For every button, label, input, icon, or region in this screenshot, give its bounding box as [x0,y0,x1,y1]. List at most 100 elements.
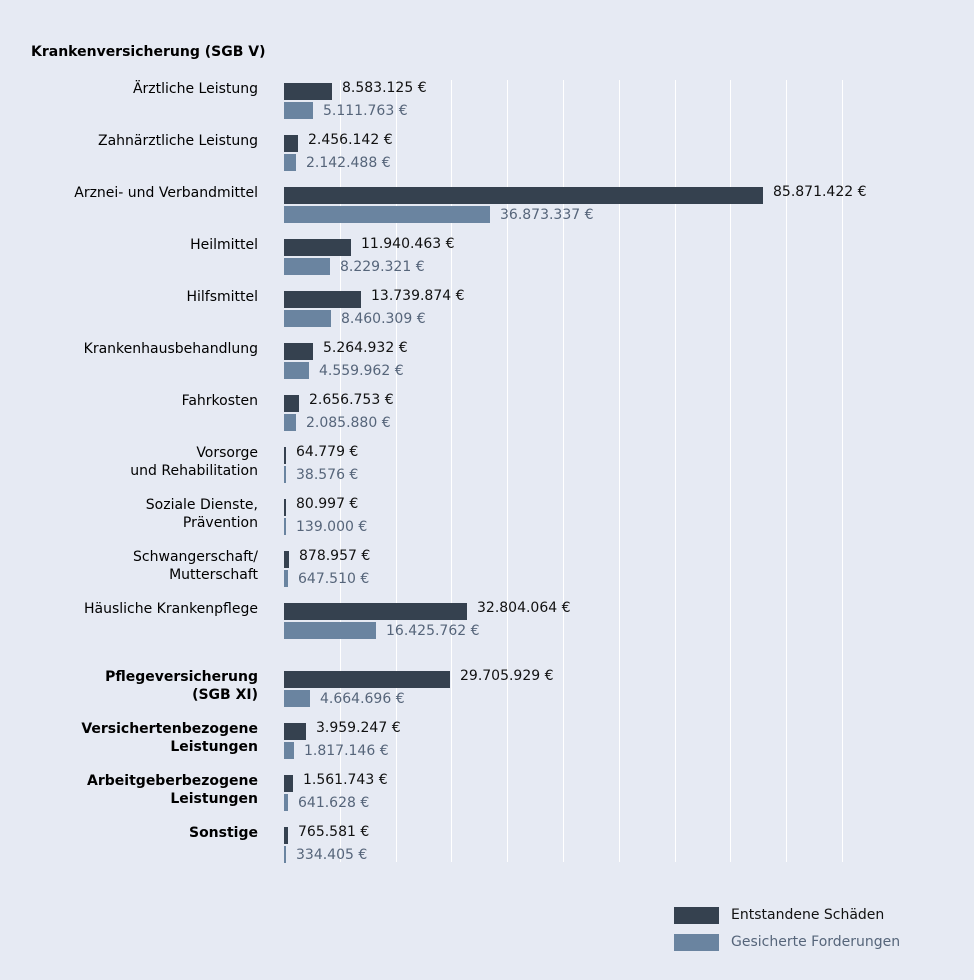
category-label: Ärztliche Leistung [8,80,258,98]
bar-entstandene-schaeden [284,239,351,256]
data-label-entstandene: 11.940.463 € [361,236,455,252]
category-label: Heilmittel [8,236,258,254]
category-label-line: Hilfsmittel [186,289,258,305]
data-label-gesicherte: 36.873.337 € [500,207,594,223]
bar-gesicherte-forderungen [284,846,286,863]
bar-entstandene-schaeden [284,603,468,620]
data-label-entstandene: 2.656.753 € [309,392,394,408]
legend-swatch-entstandene [674,907,719,924]
data-label-entstandene: 29.705.929 € [460,668,554,684]
bar-gesicherte-forderungen [284,258,330,275]
data-label-entstandene: 1.561.743 € [303,772,388,788]
category-label-line: Häusliche Krankenpflege [84,601,258,617]
bar-entstandene-schaeden [284,291,361,308]
data-label-gesicherte: 16.425.762 € [386,623,480,639]
category-label: Krankenhausbehandlung [8,340,258,358]
data-label-entstandene: 85.871.422 € [773,184,867,200]
bar-entstandene-schaeden [284,827,289,844]
data-label-gesicherte: 8.460.309 € [341,311,426,327]
category-label: Arznei- und Verbandmittel [8,184,258,202]
bar-gesicherte-forderungen [284,570,288,587]
category-label-line: (SGB XI) [192,687,258,703]
bar-gesicherte-forderungen [284,362,310,379]
gridline [340,80,341,862]
gridline [507,80,508,862]
bar-gesicherte-forderungen [284,466,286,483]
bar-entstandene-schaeden [284,135,298,152]
data-label-entstandene: 5.264.932 € [323,340,408,356]
category-label: Sonstige [8,824,258,842]
category-label: Pflegeversicherung (SGB XI) [8,668,258,704]
data-label-gesicherte: 38.576 € [296,467,359,483]
chart-title: Krankenversicherung (SGB V) [31,44,266,60]
bar-gesicherte-forderungen [284,206,490,223]
bar-gesicherte-forderungen [284,414,296,431]
category-label: Fahrkosten [8,392,258,410]
bar-gesicherte-forderungen [284,622,376,639]
data-label-gesicherte: 5.111.763 € [323,103,408,119]
data-label-entstandene: 13.739.874 € [371,288,465,304]
category-label-line: Soziale Dienste, [145,497,258,513]
category-label: Soziale Dienste, Prävention [8,496,258,532]
gridline [396,80,397,862]
legend-label-entstandene: Entstandene Schäden [731,907,885,923]
category-label: Schwangerschaft/Mutterschaft [8,548,258,584]
gridline [451,80,452,862]
legend-label-gesicherte: Gesicherte Forderungen [731,934,901,950]
gridline [563,80,564,862]
gridline [842,80,843,862]
category-label-line: Leistungen [170,791,258,807]
category-label-line: Pflegeversicherung [105,669,258,685]
category-label-line: Arbeitgeberbezogene [87,773,258,789]
data-label-gesicherte: 1.817.146 € [304,743,389,759]
bar-entstandene-schaeden [284,499,286,516]
bar-gesicherte-forderungen [284,794,288,811]
bar-gesicherte-forderungen [284,690,311,707]
category-label-line: Arznei- und Verbandmittel [74,185,258,201]
bar-entstandene-schaeden [284,343,314,360]
data-label-gesicherte: 2.142.488 € [306,155,391,171]
data-label-entstandene: 2.456.142 € [308,132,393,148]
category-label-line: Heilmittel [190,237,258,253]
category-label-line: Ärztliche Leistung [132,81,258,97]
data-label-gesicherte: 139.000 € [296,519,368,535]
bar-entstandene-schaeden [284,447,286,464]
category-label-line: Schwangerschaft/ [133,549,258,565]
data-label-entstandene: 765.581 € [298,824,370,840]
data-label-entstandene: 878.957 € [299,548,371,564]
bar-entstandene-schaeden [284,723,307,740]
data-label-gesicherte: 4.664.696 € [320,691,405,707]
data-label-entstandene: 32.804.064 € [477,600,571,616]
bar-gesicherte-forderungen [284,742,295,759]
bar-gesicherte-forderungen [284,154,296,171]
bar-gesicherte-forderungen [284,518,286,535]
category-label: Arbeitgeberbezogene Leistungen [8,772,258,808]
data-label-gesicherte: 8.229.321 € [340,259,425,275]
category-label: Häusliche Krankenpflege [8,600,258,618]
category-label-line: Fahrkosten [181,393,258,409]
category-label-line: Vorsorge [196,445,258,461]
bar-entstandene-schaeden [284,775,293,792]
category-label-line: Versichertenbezogene [81,721,258,737]
category-label-line: Sonstige [188,825,258,841]
category-label-line: Zahnärztliche Leistung [98,133,258,149]
bar-entstandene-schaeden [284,551,289,568]
category-label-line: Leistungen [170,739,258,755]
data-label-gesicherte: 334.405 € [296,847,368,863]
category-label-line: Krankenhausbehandlung [83,341,258,357]
gridline [730,80,731,862]
category-label: Zahnärztliche Leistung [8,132,258,150]
bar-gesicherte-forderungen [284,310,332,327]
gridline [675,80,676,862]
gridline [619,80,620,862]
category-label-line: Mutterschaft [169,567,258,583]
category-label-line: und Rehabilitation [130,463,258,479]
bar-entstandene-schaeden [284,671,450,688]
bar-entstandene-schaeden [284,187,764,204]
bar-gesicherte-forderungen [284,102,313,119]
legend-swatch-gesicherte [674,934,719,951]
gridline [786,80,787,862]
data-label-gesicherte: 2.085.880 € [306,415,391,431]
bar-entstandene-schaeden [284,83,332,100]
